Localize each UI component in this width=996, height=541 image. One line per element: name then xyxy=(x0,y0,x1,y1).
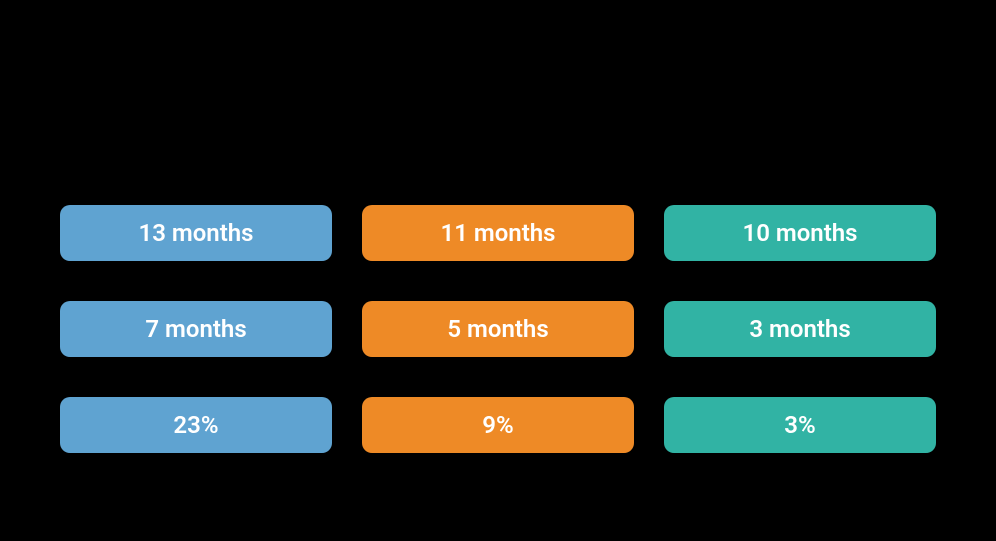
grid-cell: 13 months xyxy=(60,205,332,261)
grid-cell: 5 months xyxy=(362,301,634,357)
grid-cell: 3 months xyxy=(664,301,936,357)
grid-cell: 10 months xyxy=(664,205,936,261)
grid-cell: 11 months xyxy=(362,205,634,261)
grid-cell: 7 months xyxy=(60,301,332,357)
comparison-grid: 13 months 11 months 10 months 7 months 5… xyxy=(60,205,936,453)
grid-cell: 23% xyxy=(60,397,332,453)
grid-cell: 3% xyxy=(664,397,936,453)
grid-cell: 9% xyxy=(362,397,634,453)
